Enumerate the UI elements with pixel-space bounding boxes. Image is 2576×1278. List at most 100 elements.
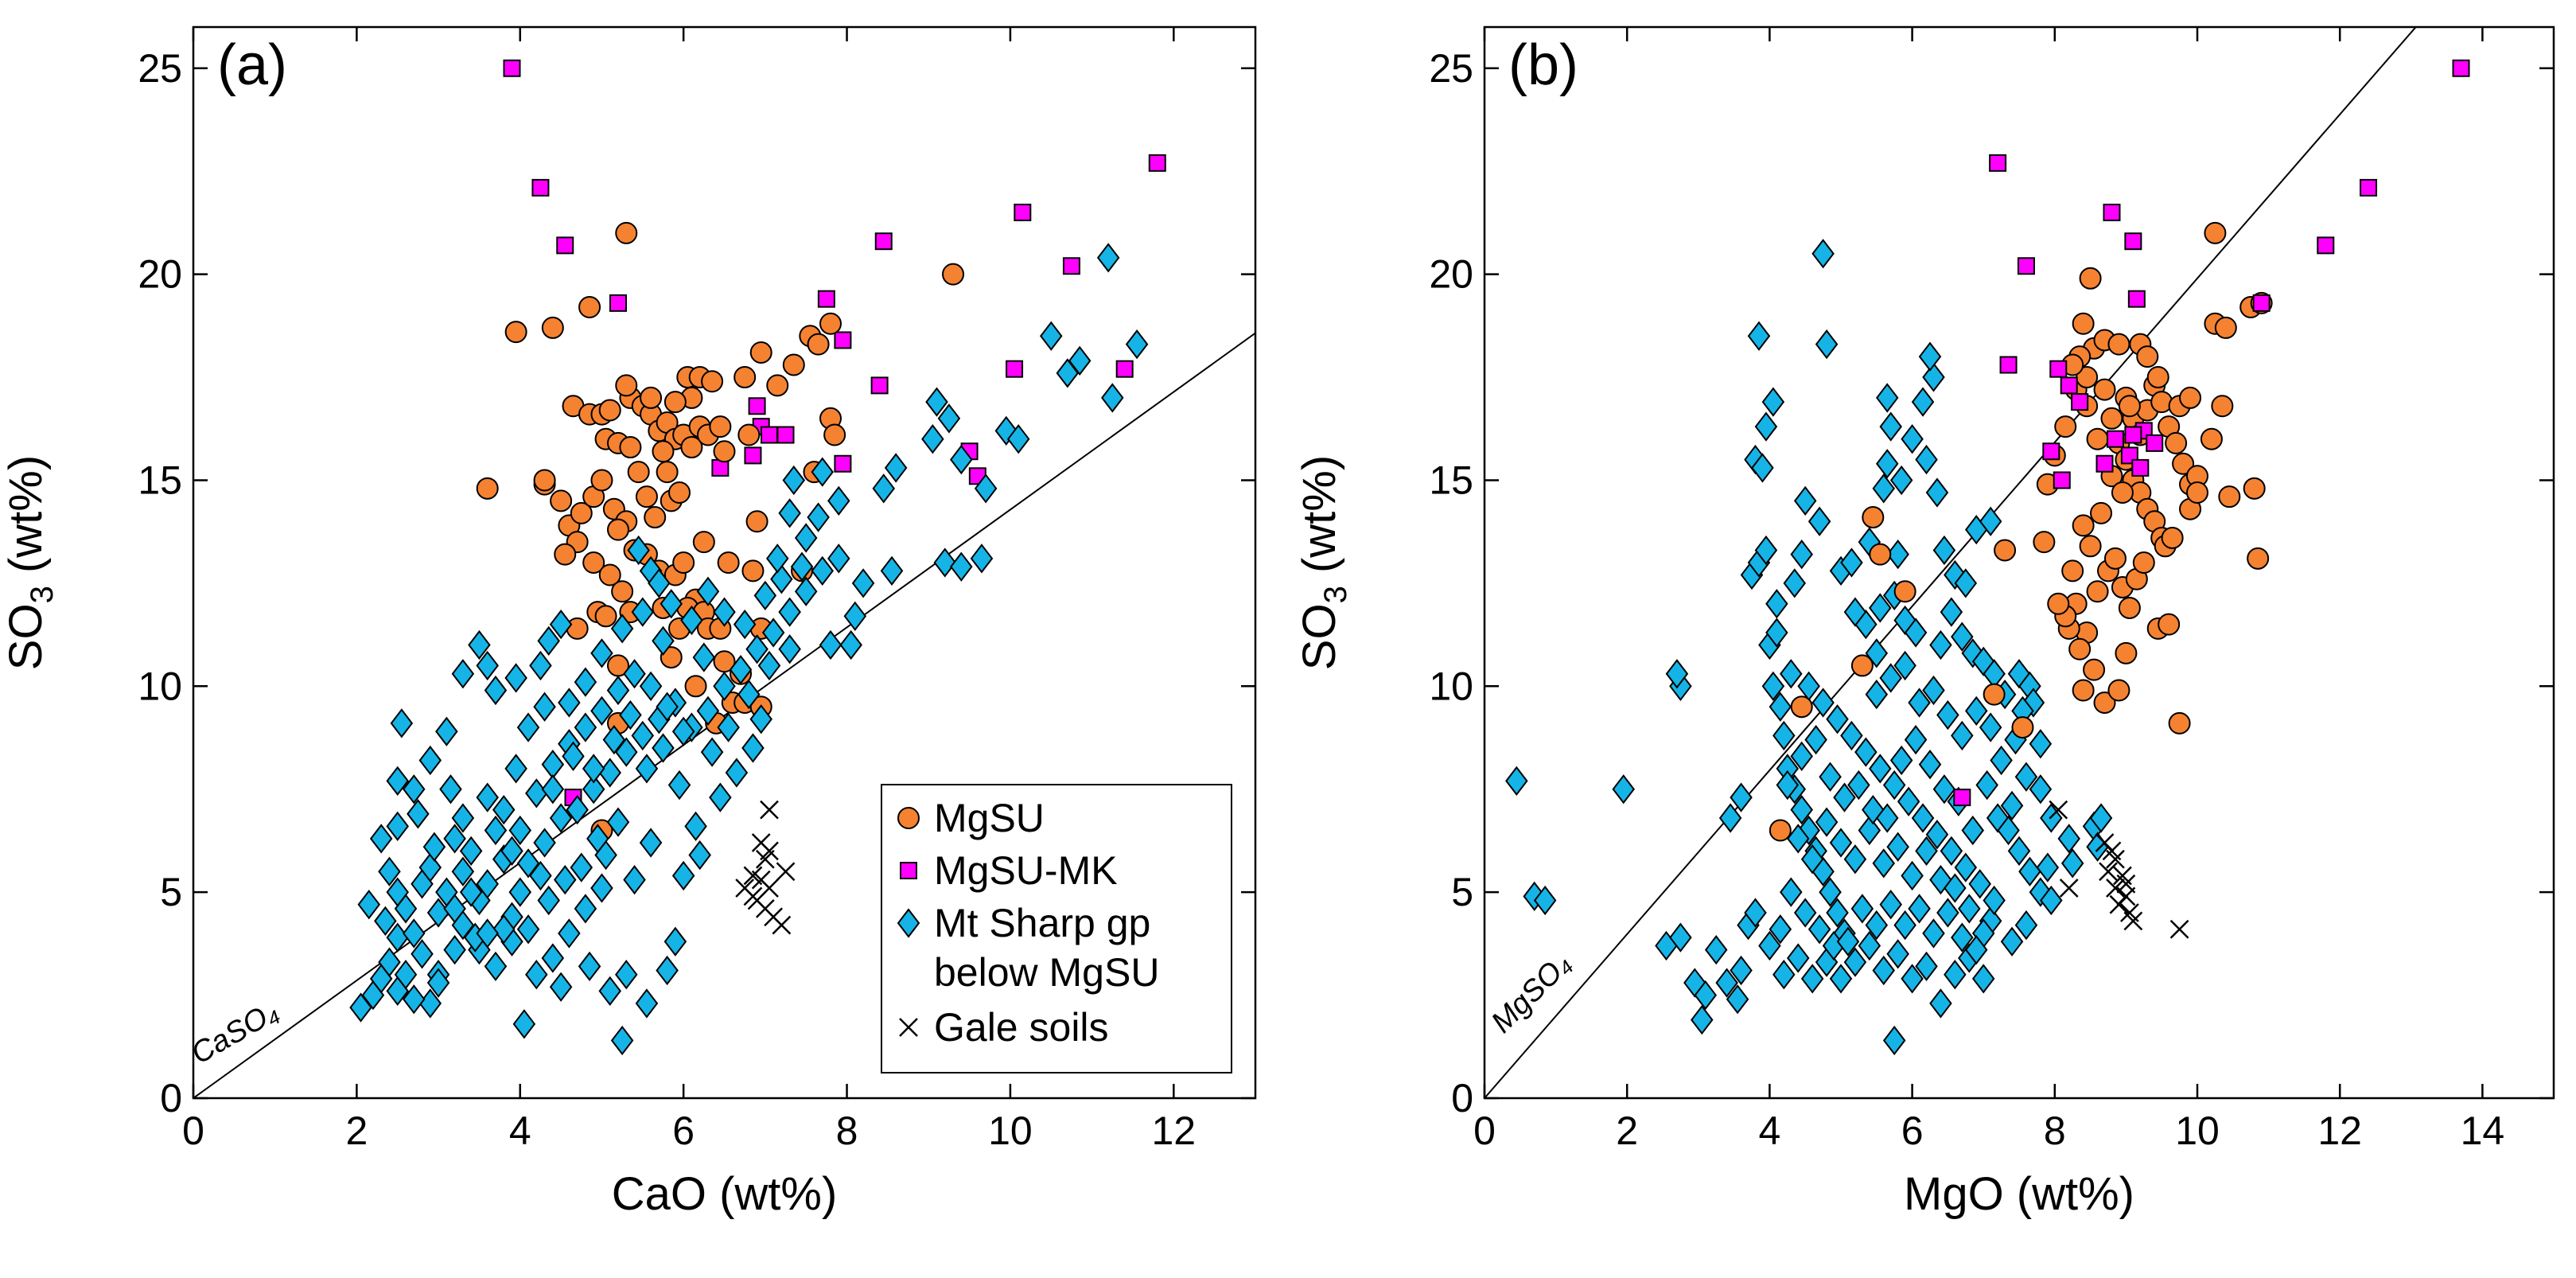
panel-a-mtsharp-point-80 (439, 774, 462, 805)
panel-b-mgsu-point-84 (2111, 481, 2134, 504)
panel-a-mtsharp-point-31 (516, 914, 540, 945)
panel-a-mgsumk-point-19 (1014, 203, 1032, 221)
panel-a-mtsharp-point-76 (386, 766, 409, 797)
panel-a-mtsharp-point-122 (1125, 329, 1149, 360)
panel-a-mtsharp-point-89 (610, 614, 634, 644)
panel-b-mtsharp-point-120 (1954, 852, 1978, 883)
panel-b-mgsu-point-62 (2068, 637, 2092, 660)
panel-a-mgsu-point-77 (709, 415, 732, 438)
panel-b-mtsharp-point-145 (1893, 910, 1916, 941)
panel-a-mtsharp-point-5 (394, 960, 418, 990)
panel-b-mtsharp-point-54 (1971, 964, 1995, 994)
panel-b-mtsharp-point-153 (1804, 724, 1827, 755)
panel-a-mtsharp-point-164 (778, 634, 801, 664)
panel-a-mtsharp-point-120 (1068, 345, 1091, 376)
panel-a-mgsu-point-74 (737, 423, 761, 446)
panel-a-mtsharp-point-154 (582, 754, 605, 784)
panel-a-mgsu-point-35 (680, 436, 703, 459)
panel-a-mtsharp-point-171 (843, 601, 867, 631)
panel-b-mtsharp-point-155 (1833, 782, 1856, 812)
panel-a-mtsharp-point-130 (635, 988, 659, 1019)
panel-a-xtick-label: 8 (836, 1109, 858, 1153)
panel-a-xtick-label: 2 (345, 1109, 368, 1153)
legend-label-mtsharp: Mt Sharp gp (934, 901, 1150, 945)
panel-a-mtsharp-point-114 (950, 444, 973, 475)
panel-a-mgsu-point-2 (541, 316, 564, 339)
panel-a-mgsu-point-79 (782, 353, 805, 376)
panel-b-mtsharp-point-148 (1936, 898, 1959, 928)
panel-b-mtsharp-point-152 (1790, 741, 1813, 771)
panel-b-mgsu-point-46 (2218, 485, 2241, 508)
panel-b-mtsharp-point-184 (1843, 597, 1867, 627)
panel-b-mtsharp-point-72 (1911, 387, 1935, 417)
panel-b-mtsharp-point-166 (1990, 745, 2013, 776)
panel-a-mgsu-point-81 (807, 333, 830, 356)
panel-a-mtsharp-point-167 (680, 605, 703, 636)
panel-a-ylabel-sub: 3 (25, 586, 60, 603)
panel-b-xlabel: MgO (wt%) (1904, 1168, 2134, 1220)
panel-a-mtsharp-point-138 (741, 733, 765, 763)
panel-b-mgsu-point-77 (2186, 481, 2208, 504)
panel-a-mgsu-point-0 (476, 477, 499, 500)
panel-b-mtsharp-point-78 (1954, 568, 1978, 598)
panel-b-mgsu-point-35 (2165, 431, 2188, 454)
panel-b-mgsu-point-82 (2136, 345, 2159, 368)
panel-b-mtsharp-point-63 (1840, 547, 1863, 578)
panel-b-mtsharp-point-119 (1940, 836, 1963, 867)
panel-b-mgsu-point-67 (2061, 559, 2084, 583)
panel-a-mtsharp-point-178 (443, 824, 466, 854)
panel-b-frame (1483, 25, 2555, 1100)
panel-a-mgsumk-point-0 (503, 59, 521, 77)
panel-b-mgsumk-point-19 (2317, 236, 2335, 255)
panel-b-mgsu-point-4 (1869, 543, 1892, 566)
panel-b-mgsumk-point-21 (2360, 178, 2378, 197)
panel-b-mgsu-point-64 (2093, 692, 2116, 715)
panel-b-mtsharp-point-178 (1964, 695, 1988, 727)
panel-b-gale-point-3 (2106, 849, 2125, 869)
panel-b-mtsharp-point-106 (2000, 926, 2024, 957)
panel-b-mtsharp-point-76 (1932, 535, 1956, 566)
panel-b-mtsharp-point-156 (1847, 770, 1870, 801)
panel-a-mtsharp-point-57 (525, 778, 548, 808)
panel-b-gale-point-4 (2099, 862, 2118, 882)
panel-b-mgsu-point-20 (2100, 407, 2123, 430)
panel-a-mgsu-point-13 (590, 469, 613, 492)
panel-b-mtsharp-point-86 (1904, 618, 1928, 648)
panel-a-gale-point-11 (772, 915, 792, 935)
panel-a-mtsharp-point-109 (950, 551, 973, 582)
panel-a-mgsumk-point-3 (609, 294, 627, 312)
panel-a-mtsharp-point-32 (525, 960, 548, 990)
panel-a-mtsharp-point-107 (880, 555, 904, 586)
panel-a-mtsharp-point-119 (1056, 358, 1080, 388)
legend-marker-gale (899, 1018, 918, 1037)
panel-a-mtsharp-point-87 (537, 625, 560, 657)
panel-a-mgsu-point-48 (627, 461, 650, 484)
panel-b-mtsharp-point-158 (1875, 803, 1899, 833)
panel-a-mtsharp-point-44 (631, 720, 655, 751)
panel-b-mgsu-point-36 (2172, 452, 2195, 475)
panel-b-mtsharp-point-83 (1869, 593, 1892, 623)
panel-b-mtsharp-point-131 (1901, 860, 1924, 891)
panel-a-mtsharp-point-129 (615, 960, 638, 990)
panel-b-ylabel: SO3 (wt%) (1294, 455, 1353, 670)
panel-b-mgsu-point-79 (2179, 386, 2202, 409)
panel-a-mtsharp-point-184 (574, 667, 597, 697)
panel-a-mtsharp-point-165 (660, 589, 683, 619)
panel-b-mtsharp-point-183 (1765, 618, 1788, 648)
panel-b-mtsharp-point-48 (1886, 939, 1909, 969)
panel-a-mgsumk-point-11 (817, 290, 835, 308)
panel-a-mtsharp-point-52 (761, 618, 785, 648)
panel-b-mtsharp-point-160 (1904, 724, 1928, 755)
panel-b-mgsumk-point-11 (2106, 430, 2124, 448)
panel-a-mtsharp-point-183 (558, 688, 581, 718)
panel-b-mtsharp-point-125 (1815, 807, 1839, 837)
legend-marker-mgsumk (900, 862, 917, 879)
panel-a-mtsharp-point-68 (533, 692, 556, 722)
panel-a-mtsharp-point-73 (435, 716, 458, 746)
panel-b-mgsu-point-80 (2146, 366, 2169, 389)
panel-a-mtsharp-point-104 (851, 568, 875, 598)
panel-a-ylabel-unit: (wt%) (0, 455, 52, 586)
panel-b-mtsharp-point-41 (1786, 943, 1810, 973)
panel-b-mgsumk-point-9 (2095, 454, 2114, 473)
panel-a-mtsharp-point-3 (378, 947, 401, 977)
